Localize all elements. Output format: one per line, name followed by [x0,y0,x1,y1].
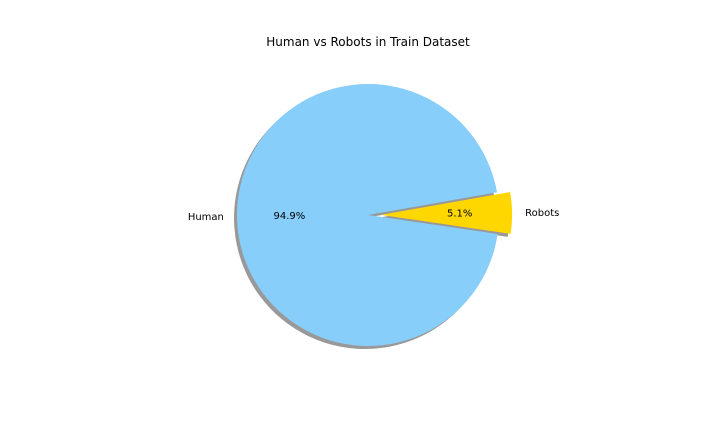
pie-slice-robots [381,192,513,234]
chart-title: Human vs Robots in Train Dataset [266,35,470,49]
pie-slices [237,83,513,346]
slice-percent-robots: 5.1% [447,209,472,220]
slice-percent-human: 94.9% [274,211,306,222]
slice-labels: Human 94.9% Robots 5.1% [188,208,560,223]
slice-label-robots: Robots [525,208,559,219]
slice-label-human: Human [188,212,224,223]
pie-slice-human [237,83,498,346]
